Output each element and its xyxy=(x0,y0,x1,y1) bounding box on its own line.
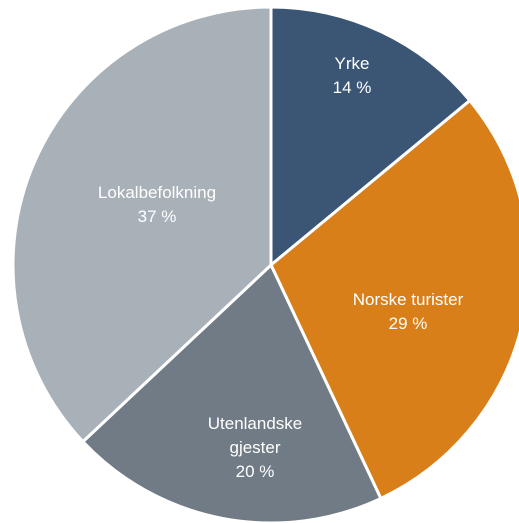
slice xyxy=(80,262,383,523)
value-label: 29 % xyxy=(388,314,428,333)
slice xyxy=(269,5,472,269)
value-label: 14 % xyxy=(332,78,372,97)
slice-label: Norske turister 29 % xyxy=(318,288,498,336)
category-label: Norske turister xyxy=(352,290,464,309)
category-label: Yrke xyxy=(334,54,370,73)
category-label: Utenlandske gjester xyxy=(207,414,303,457)
slice xyxy=(269,98,519,501)
slice-label: Lokalbefolkning 37 % xyxy=(57,181,257,229)
category-label: Lokalbefolkning xyxy=(97,183,217,202)
slice-label: Utenlandske gjester 20 % xyxy=(195,412,315,484)
value-label: 20 % xyxy=(235,462,275,481)
slice-label: Yrke 14 % xyxy=(292,52,412,100)
value-label: 37 % xyxy=(137,207,177,226)
slice xyxy=(11,5,273,444)
